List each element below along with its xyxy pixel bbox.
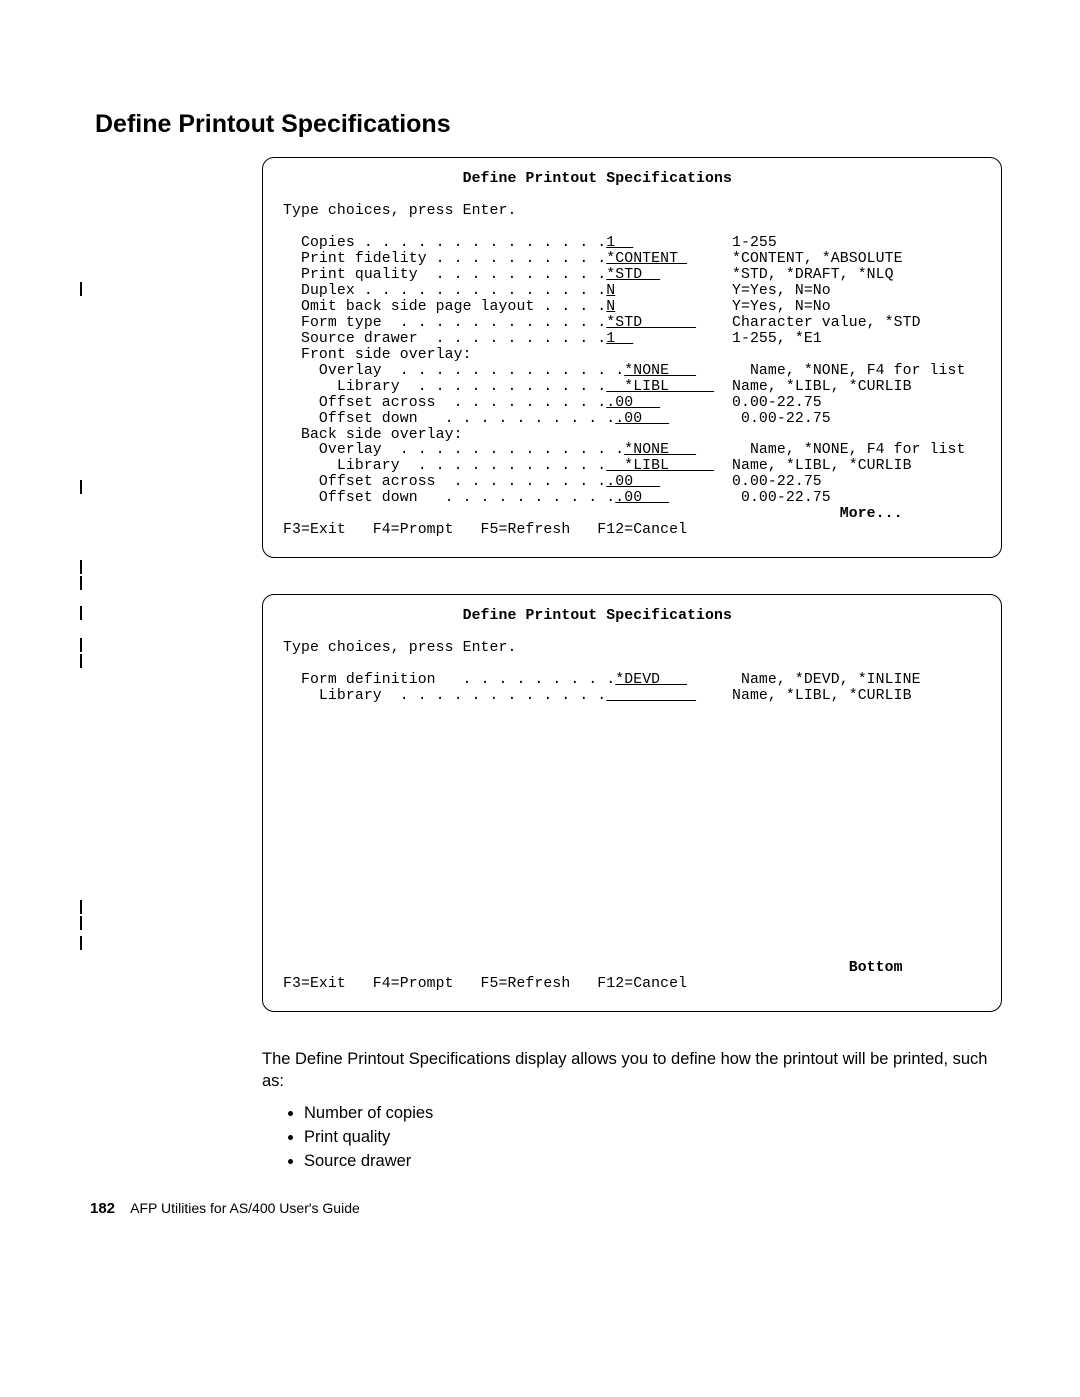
footer-text: AFP Utilities for AS/400 User's Guide [130,1200,360,1216]
change-bar [80,654,82,668]
change-bar [80,576,82,590]
bullet-item: Print quality [304,1126,1002,1150]
change-bar [80,916,82,930]
change-bar [80,638,82,652]
intro-paragraph: The Define Printout Specifications displ… [262,1048,1002,1093]
change-bar [80,560,82,574]
bullet-item: Number of copies [304,1102,1002,1126]
page-footer: 182 AFP Utilities for AS/400 User's Guid… [90,1200,360,1217]
page-title: Define Printout Specifications [95,110,990,139]
change-bar [80,900,82,914]
page-number: 182 [90,1200,115,1217]
change-bar [80,936,82,950]
change-bar [80,480,82,494]
bullet-list: Number of copiesPrint qualitySource draw… [262,1102,1002,1174]
change-bar [80,606,82,620]
terminal-screen-1: Define Printout Specifications Type choi… [262,157,1002,558]
change-bar [80,282,82,296]
bullet-item: Source drawer [304,1150,1002,1174]
terminal-screen-2: Define Printout Specifications Type choi… [262,594,1002,1011]
